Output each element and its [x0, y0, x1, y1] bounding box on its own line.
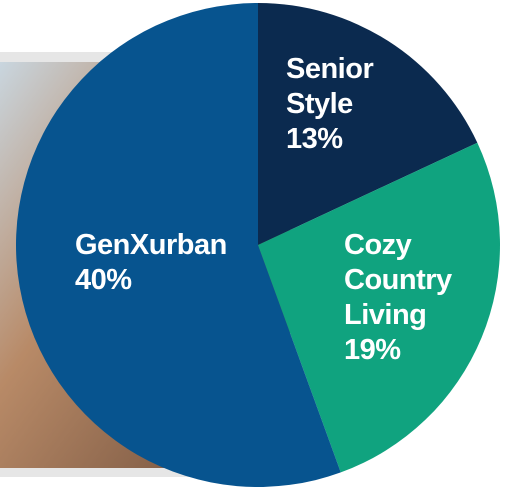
- category-label: GenXurban: [75, 228, 245, 263]
- page: Senior Style 13% Cozy Country Living 19%…: [0, 0, 506, 495]
- value-label: 13%: [286, 122, 396, 157]
- value-label: 19%: [344, 333, 464, 368]
- slice-label: Senior Style 13%: [286, 52, 396, 157]
- category-label: Senior Style: [286, 52, 396, 122]
- slice-label: GenXurban 40%: [75, 228, 245, 298]
- category-label: Cozy Country Living: [344, 228, 464, 333]
- slice-label: Cozy Country Living 19%: [344, 228, 464, 368]
- value-label: 40%: [75, 263, 245, 298]
